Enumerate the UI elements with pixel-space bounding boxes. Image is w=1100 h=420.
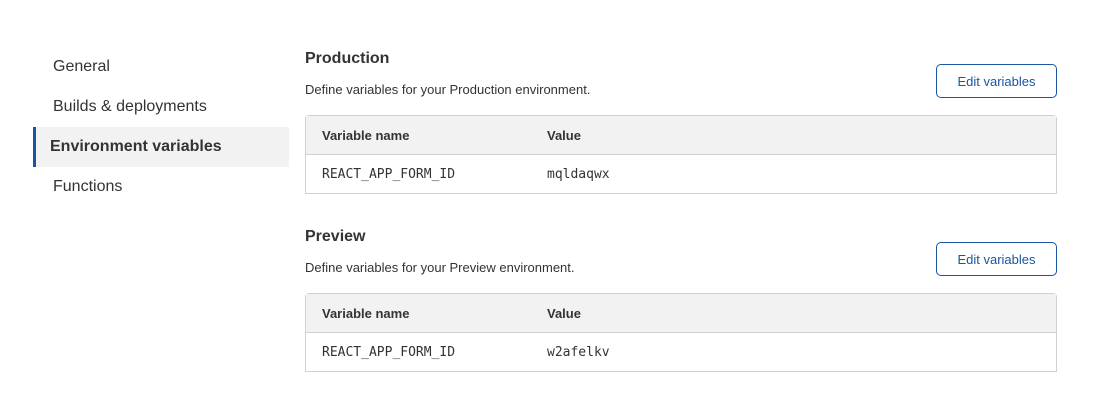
column-header-value: Value — [547, 127, 581, 143]
column-header-name: Variable name — [322, 305, 410, 321]
section-description: Define variables for your Production env… — [305, 82, 591, 97]
sidebar-item-environment-variables[interactable]: Environment variables — [33, 127, 289, 167]
preview-section: Preview Define variables for your Previe… — [305, 228, 1057, 372]
section-title: Preview — [305, 228, 366, 245]
table-row: REACT_APP_FORM_ID w2afelkv — [306, 333, 1056, 371]
section-description: Define variables for your Preview enviro… — [305, 260, 575, 275]
edit-variables-button[interactable]: Edit variables — [936, 242, 1057, 276]
column-header-value: Value — [547, 305, 581, 321]
sidebar-item-general[interactable]: General — [53, 58, 110, 75]
column-header-name: Variable name — [322, 127, 410, 143]
sidebar-item-builds-deployments[interactable]: Builds & deployments — [53, 98, 207, 115]
settings-sidebar: General Builds & deployments Environment… — [33, 47, 289, 207]
variable-value: w2afelkv — [547, 344, 610, 360]
production-section: Production Define variables for your Pro… — [305, 50, 1057, 194]
variables-table: Variable name Value REACT_APP_FORM_ID mq… — [305, 115, 1057, 194]
table-row: REACT_APP_FORM_ID mqldaqwx — [306, 155, 1056, 193]
variable-value: mqldaqwx — [547, 166, 610, 182]
table-header: Variable name Value — [306, 116, 1056, 155]
section-title: Production — [305, 50, 390, 67]
variable-name: REACT_APP_FORM_ID — [322, 344, 456, 360]
variable-name: REACT_APP_FORM_ID — [322, 166, 456, 182]
sidebar-item-functions[interactable]: Functions — [53, 178, 123, 195]
table-header: Variable name Value — [306, 294, 1056, 333]
edit-variables-button[interactable]: Edit variables — [936, 64, 1057, 98]
variables-table: Variable name Value REACT_APP_FORM_ID w2… — [305, 293, 1057, 372]
